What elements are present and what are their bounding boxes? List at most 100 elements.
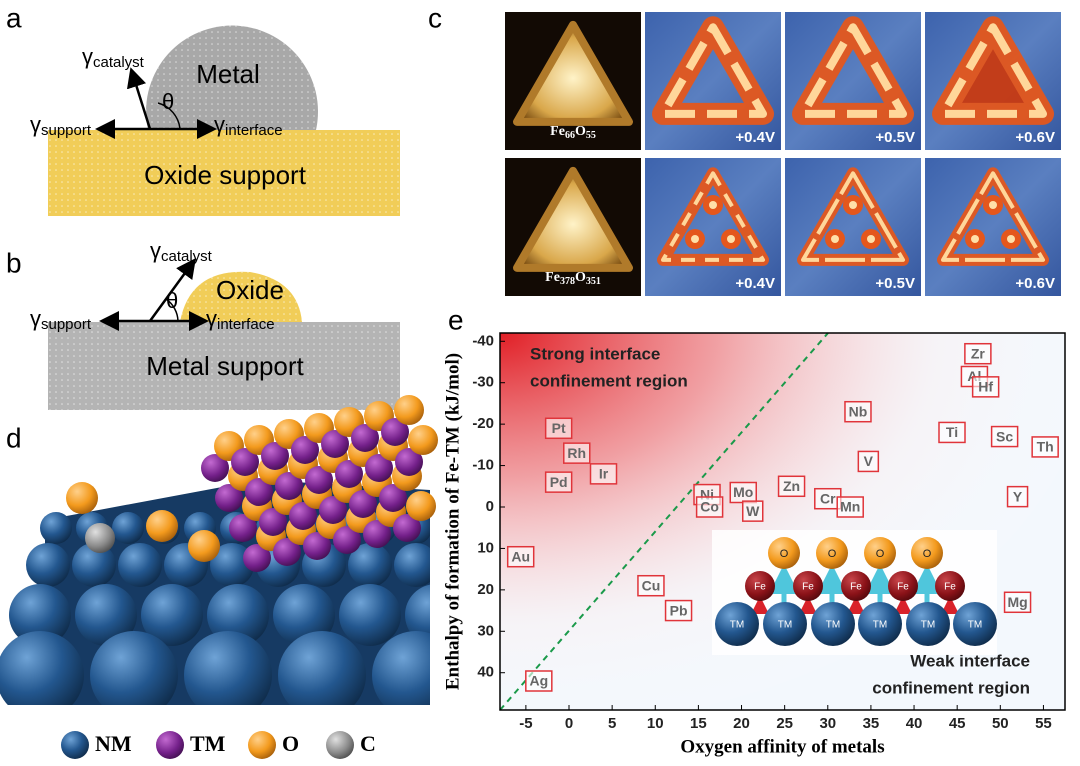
gamma: γ: [150, 238, 161, 263]
tm-atom: [365, 454, 393, 482]
x-tick-label: 50: [992, 715, 1009, 732]
element: Fe: [545, 270, 560, 285]
point-box: [1006, 485, 1029, 508]
scatter-plot: -40 -30 -20 -10 0 10 20 30 40 -5 0 5 10 15 20 25 30 35 40 4…: [442, 332, 1066, 757]
legend-swatch: [61, 731, 89, 759]
o-atom: [768, 537, 800, 569]
gamma: γ: [214, 112, 225, 137]
cluster: [513, 20, 633, 126]
nm-atom: [90, 631, 178, 719]
x-tick-label: 30: [819, 715, 836, 732]
point-label: Pd: [550, 474, 568, 490]
y-tick-label: 40: [477, 664, 494, 681]
tm-atom: [811, 602, 855, 646]
gamma: γ: [82, 44, 93, 69]
subscript: 351: [586, 276, 601, 287]
point-label: Zr: [971, 345, 986, 361]
ring-core: [801, 171, 905, 262]
point-label: Mo: [733, 484, 753, 500]
tm-atom: [321, 430, 349, 458]
y-tick-label: 30: [477, 622, 494, 639]
x-tick-label: 25: [776, 715, 793, 732]
dot-core: [971, 235, 979, 243]
tm-atom: [363, 520, 391, 548]
point-label: Au: [511, 548, 530, 564]
ring-core: [939, 23, 1047, 118]
point-label: Co: [700, 499, 719, 515]
x-tick-label: -5: [519, 715, 532, 732]
dot-core: [849, 201, 857, 209]
crop: [0, 705, 440, 725]
formula: Fe66O55: [550, 124, 596, 141]
y-tick-label: -10: [472, 457, 494, 474]
formula: Fe378O351: [545, 270, 601, 287]
angle-arc: [165, 298, 179, 322]
legend-swatch: [326, 731, 354, 759]
legend-label: C: [360, 731, 376, 756]
tm-atom: [393, 514, 421, 542]
nm-atom: [141, 584, 203, 646]
nm-atom: [26, 543, 70, 587]
x-tick-label: 15: [690, 715, 707, 732]
point-label: Sc: [996, 428, 1013, 444]
gamma-interface: γinterface: [214, 112, 283, 139]
subscript: interface: [225, 122, 283, 139]
dot-core: [831, 235, 839, 243]
point-box: [1031, 436, 1059, 458]
point-box: [844, 400, 872, 423]
point-box: [938, 421, 966, 444]
voltage: +0.6V: [1015, 275, 1055, 292]
atom-label: Fe: [850, 582, 862, 593]
o-atom: [864, 537, 896, 569]
point-label: W: [746, 503, 760, 519]
c-atom: [85, 523, 115, 553]
texture: [48, 322, 400, 410]
fe-atom: [745, 571, 775, 601]
metal-label: Metal: [196, 59, 260, 89]
panel-label: b: [6, 247, 22, 278]
point-label: Ag: [529, 673, 548, 689]
y-tick-label: 10: [477, 539, 494, 556]
dot-core: [1007, 235, 1015, 243]
point-label: Y: [1013, 488, 1023, 504]
tm-atom: [275, 472, 303, 500]
subscript: catalyst: [93, 54, 145, 71]
y-tick-label: 20: [477, 581, 494, 598]
panel-label: c: [428, 2, 442, 33]
x-tick-label: 45: [949, 715, 966, 732]
atom-label: TM: [968, 620, 982, 631]
subscript: support: [41, 316, 92, 333]
tm-atom: [381, 418, 409, 446]
o-atom: [66, 482, 98, 514]
voltage: +0.5V: [875, 275, 915, 292]
o-atom: [408, 425, 438, 455]
point-box: [836, 496, 864, 518]
point-label: Pb: [670, 602, 688, 618]
element: O: [575, 124, 586, 139]
atom-label: TM: [778, 620, 792, 631]
legend-swatch: [248, 731, 276, 759]
o-atom: [146, 510, 178, 542]
x-tick-label: 40: [906, 715, 923, 732]
point-box: [857, 450, 880, 473]
point-label: Ir: [599, 466, 609, 482]
tm-atom: [349, 490, 377, 518]
fe-atom: [935, 571, 965, 601]
point-label: Pt: [552, 420, 566, 436]
legend-label: NM: [95, 731, 132, 756]
point-label: Cu: [642, 577, 661, 593]
tm-atom: [715, 602, 759, 646]
tm-atom: [763, 602, 807, 646]
tm-atom: [215, 484, 243, 512]
y-axis-label: Enthalpy of formation of Fe-TM (kJ/mol): [442, 353, 463, 690]
tm-atom: [906, 602, 950, 646]
atom-label: O: [923, 548, 932, 560]
voltage: +0.4V: [735, 275, 775, 292]
tm-atom: [395, 448, 423, 476]
arrow: [148, 257, 196, 322]
texture: [180, 271, 302, 322]
nm-atom: [40, 512, 72, 544]
point-label: Mg: [1007, 594, 1027, 610]
nm-atom: [210, 543, 254, 587]
